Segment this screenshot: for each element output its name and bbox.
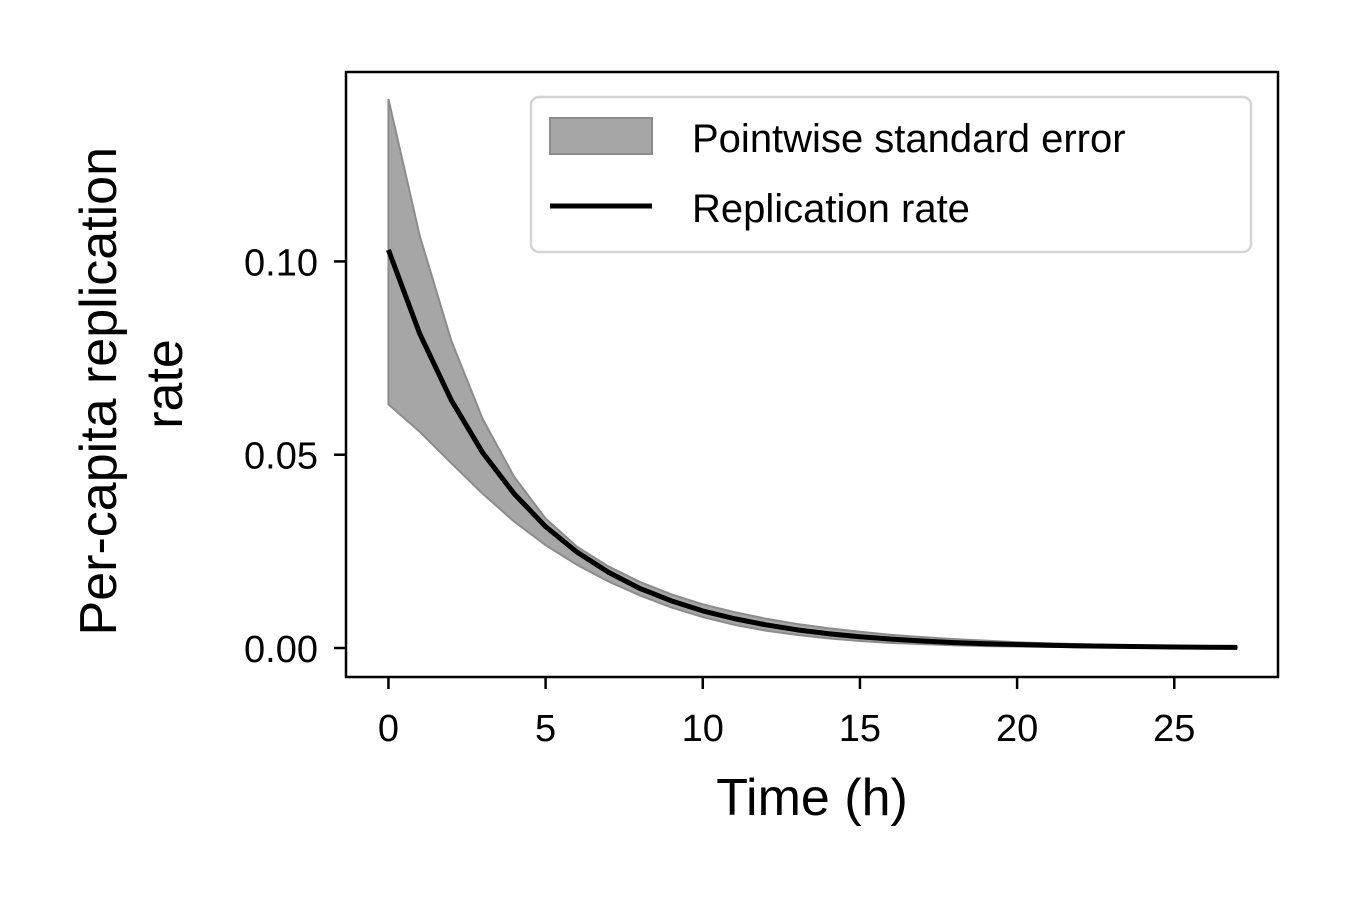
x-tick-label: 0 (378, 708, 399, 750)
standard-error-band (387, 98, 1239, 649)
x-tick-label: 15 (839, 708, 881, 750)
legend-swatch-band (549, 117, 653, 155)
y-tick-label: 0.10 (244, 242, 318, 284)
y-axis-title: Per-capita replication rate (70, 133, 194, 636)
legend-box (529, 95, 1253, 254)
replication-rate-line-layer (386, 248, 1238, 650)
y-axis-title-line-2: rate (136, 339, 194, 429)
replication-rate-line (386, 248, 1238, 650)
plot-area-frame (344, 70, 1280, 679)
legend-label-line: Replication rate (692, 187, 970, 231)
x-tick-label: 5 (535, 708, 556, 750)
legend: Pointwise standard error Replication rat… (529, 95, 1253, 254)
y-tick-label: 0.00 (244, 629, 318, 671)
x-tick-label: 20 (996, 708, 1038, 750)
y-tick-label: 0.05 (244, 436, 318, 478)
y-axis-title-line-1: Per-capita replication (70, 147, 128, 635)
legend-label-band: Pointwise standard error (692, 117, 1126, 161)
x-tick-label: 10 (682, 708, 724, 750)
x-axis-title: Time (h) (716, 769, 908, 827)
standard-error-band-layer (387, 98, 1239, 649)
x-axis: 0 5 10 15 20 25 (378, 677, 1195, 750)
x-tick-label: 25 (1153, 708, 1195, 750)
y-axis: 0.00 0.05 0.10 (244, 242, 346, 671)
